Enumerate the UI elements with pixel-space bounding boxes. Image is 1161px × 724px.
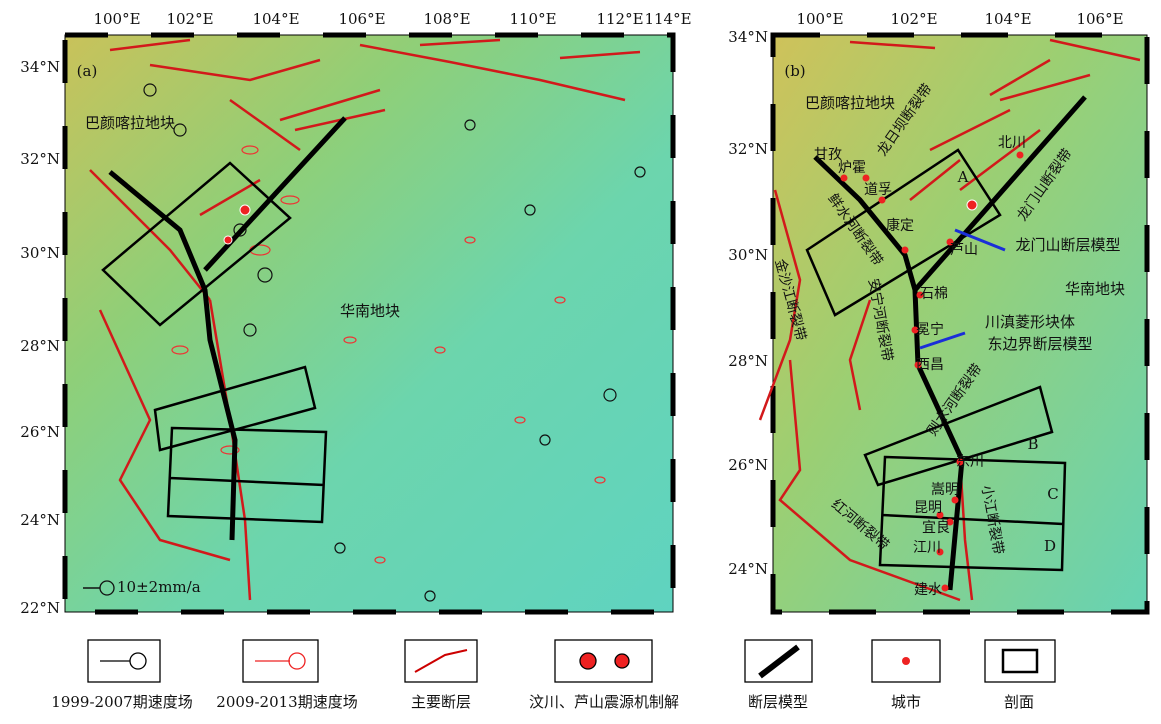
city-label: 道孚: [864, 182, 892, 198]
lat-label: 26°N: [20, 423, 60, 441]
city-marker: [916, 291, 924, 299]
lat-label: 28°N: [728, 352, 768, 370]
city-marker: [1016, 151, 1024, 159]
city-marker: [840, 174, 848, 182]
city-marker: [878, 196, 886, 204]
profile-label: D: [1044, 537, 1056, 555]
city-label: 冕宁: [916, 321, 944, 338]
lon-label: 104°E: [984, 10, 1031, 28]
city-marker: [911, 326, 919, 334]
lon-label: 100°E: [93, 10, 140, 28]
annotation: 华南地块: [1065, 280, 1125, 298]
lon-label: 112°E: [596, 10, 643, 28]
lat-label: 26°N: [728, 456, 768, 474]
lat-label: 28°N: [20, 337, 60, 355]
lat-label: 32°N: [20, 150, 60, 168]
lon-label: 106°E: [338, 10, 385, 28]
city-marker: [901, 246, 909, 254]
panel-label: (a): [77, 62, 98, 80]
city-label: 昆明: [914, 500, 942, 516]
legend-label: 2009-2013期速度场: [216, 693, 357, 711]
city-marker: [936, 548, 944, 556]
lon-label: 114°E: [644, 10, 691, 28]
legend-label: 主要断层: [411, 693, 471, 711]
city-label: 芦山: [950, 242, 978, 258]
annotation: 10±2mm/a: [117, 578, 201, 596]
city-label: 东川: [956, 454, 984, 470]
annotation: 川滇菱形块体: [985, 313, 1075, 331]
legend-label: 汶川、芦山震源机制解: [529, 693, 679, 711]
profile-label: C: [1047, 485, 1058, 503]
city-marker: [941, 584, 949, 592]
annotation: 华南地块: [340, 302, 400, 320]
lon-label: 102°E: [166, 10, 213, 28]
lon-label: 106°E: [1076, 10, 1123, 28]
legend-label: 剖面: [1004, 693, 1034, 711]
city-label: 炉霍: [838, 160, 866, 176]
city-label: 北川: [998, 135, 1026, 151]
city-label: 建水: [914, 582, 942, 598]
lat-label: 24°N: [20, 511, 60, 529]
city-label: 石棉: [920, 285, 948, 302]
legend-label: 城市: [891, 693, 921, 711]
profile-label: A: [957, 168, 969, 186]
city-label: 江川: [913, 540, 941, 556]
annotation: 龙门山断层模型: [1015, 236, 1120, 254]
city-marker: [936, 511, 944, 519]
annotation: 巴颜喀拉地块: [85, 114, 175, 132]
lon-label: 108°E: [423, 10, 470, 28]
profile-label: B: [1027, 435, 1038, 453]
city-marker: [946, 518, 954, 526]
city-marker: [946, 238, 954, 246]
legend-label: 1999-2007期速度场: [51, 693, 192, 711]
lon-label: 100°E: [796, 10, 843, 28]
city-marker: [914, 361, 922, 369]
panel-label: (b): [784, 62, 805, 80]
lon-label: 110°E: [509, 10, 556, 28]
city-marker: [951, 496, 959, 504]
city-marker: [956, 458, 964, 466]
city-label: 宜良: [922, 520, 950, 536]
legend-label: 断层模型: [748, 693, 808, 711]
lon-label: 104°E: [252, 10, 299, 28]
lat-label: 34°N: [20, 58, 60, 76]
lon-label: 102°E: [890, 10, 937, 28]
city-label: 康定: [886, 217, 914, 234]
panel-a-map: [62, 32, 676, 615]
legend-symbols: [87, 639, 1056, 683]
city-marker: [862, 174, 870, 182]
city-label: 甘孜: [814, 147, 842, 163]
lat-label: 32°N: [728, 140, 768, 158]
lat-label: 34°N: [728, 28, 768, 46]
annotation: 巴颜喀拉地块: [805, 94, 895, 112]
lat-label: 22°N: [20, 599, 60, 617]
panel-b-map: [758, 32, 1150, 615]
lat-label: 24°N: [728, 560, 768, 578]
city-label: 西昌: [916, 357, 944, 373]
lat-label: 30°N: [728, 246, 768, 264]
lat-label: 30°N: [20, 244, 60, 262]
annotation: 东边界断层模型: [987, 335, 1092, 353]
city-label: 嵩明: [931, 482, 959, 498]
